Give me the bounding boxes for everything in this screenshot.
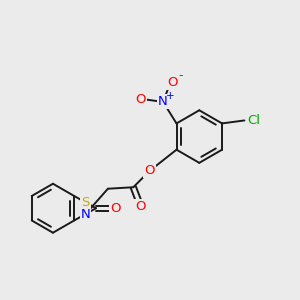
Text: O: O: [136, 200, 146, 213]
Text: +: +: [166, 91, 175, 101]
Text: O: O: [167, 76, 177, 89]
Text: S: S: [81, 196, 90, 209]
Text: N: N: [158, 95, 168, 108]
Text: -: -: [179, 69, 183, 82]
Text: N: N: [81, 208, 90, 220]
Text: O: O: [135, 93, 146, 106]
Text: O: O: [145, 164, 155, 177]
Text: O: O: [110, 202, 121, 215]
Text: Cl: Cl: [247, 114, 260, 127]
